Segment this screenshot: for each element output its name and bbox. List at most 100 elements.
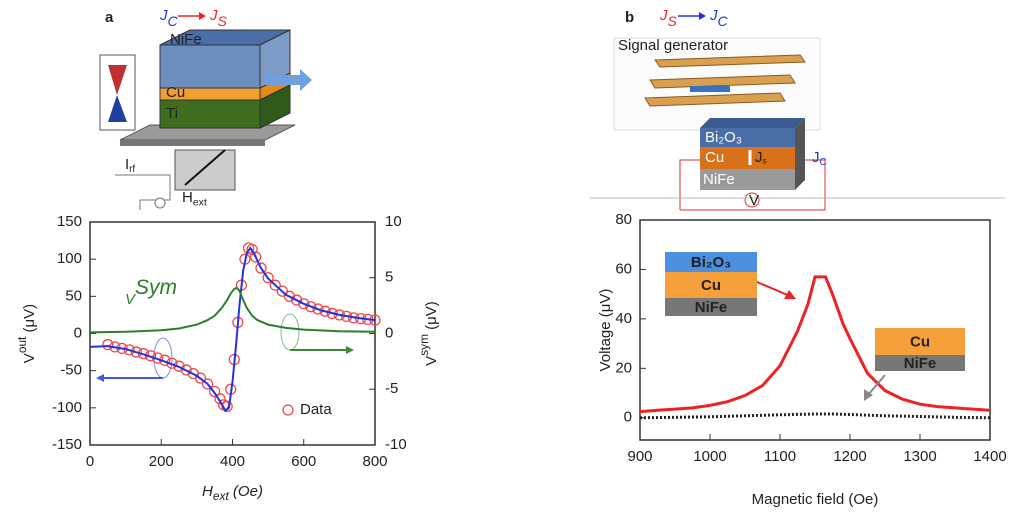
plot-frame xyxy=(89,221,376,446)
x-axis-label: Magnetic field (Oe) xyxy=(752,491,879,508)
x-tick-label: 1000 xyxy=(693,448,726,465)
inset-layer xyxy=(875,355,965,371)
text-part: I xyxy=(125,156,129,173)
text-part: out xyxy=(15,336,29,353)
data-point xyxy=(180,364,192,376)
heading-to: JS xyxy=(209,7,228,29)
data-point xyxy=(194,372,207,384)
text-part: V xyxy=(21,353,38,363)
schematic-label: NiFe xyxy=(170,31,202,48)
schematic-label: Irf xyxy=(125,156,135,175)
annotation: VSym xyxy=(125,276,177,308)
text-part: H xyxy=(202,483,213,500)
text-part: S xyxy=(218,13,228,29)
data-point xyxy=(312,303,324,315)
y2-tick-label: -5 xyxy=(385,380,398,397)
schematic-label: Ti xyxy=(166,105,178,122)
text-part: J xyxy=(659,7,668,24)
data-point xyxy=(283,290,296,302)
text-part: (μV) xyxy=(423,301,440,334)
text-part: s xyxy=(763,156,767,166)
text-part: (Oe) xyxy=(229,483,263,500)
series-line xyxy=(639,412,991,420)
heading-from: JS xyxy=(659,7,678,29)
legend-label: Data xyxy=(300,401,332,418)
text-part: J xyxy=(709,7,718,24)
text-part: V xyxy=(125,291,137,308)
text-part: H xyxy=(182,189,193,206)
data-point xyxy=(214,393,226,405)
heading-arrowhead xyxy=(199,12,206,20)
x-tick-label: 400 xyxy=(220,453,245,470)
panel-label: a xyxy=(105,9,114,26)
schematic-label: Cu xyxy=(166,84,185,101)
x-tick-label: 1200 xyxy=(833,448,866,465)
y-tick-label: 50 xyxy=(65,287,82,304)
y-tick-label: 150 xyxy=(57,213,82,230)
data-point xyxy=(173,360,185,372)
text-part: J xyxy=(159,7,168,24)
schematic-label: JC xyxy=(812,149,827,168)
inset-arrow xyxy=(756,281,791,297)
data-point xyxy=(269,279,281,291)
text-part: J xyxy=(209,7,218,24)
y-tick-label: 0 xyxy=(624,409,632,426)
inset-arrow xyxy=(867,374,886,396)
y-tick-label: 100 xyxy=(57,250,82,267)
x-axis-label: Hext (Oe) xyxy=(202,483,263,503)
x-tick-label: 1300 xyxy=(903,448,936,465)
inset-layer xyxy=(665,272,757,298)
y-tick-label: -150 xyxy=(52,436,82,453)
schematic-label: NiFe xyxy=(703,171,735,188)
y-tick-label: -50 xyxy=(60,362,82,379)
x-tick-label: 600 xyxy=(291,453,316,470)
y-axis-label: Vout (μV) xyxy=(15,304,38,363)
text-part: ext xyxy=(213,489,230,503)
inset-layer xyxy=(665,298,757,316)
y2-tick-label: 5 xyxy=(385,269,393,286)
data-point xyxy=(102,338,114,351)
data-point xyxy=(201,378,214,390)
schematic-label: Signal generator xyxy=(618,37,728,54)
y-tick-label: 40 xyxy=(615,310,632,327)
heading-to: JC xyxy=(709,7,729,29)
y-tick-label: 80 xyxy=(615,211,632,228)
y-tick-label: 0 xyxy=(74,324,82,341)
legend-marker xyxy=(282,404,294,416)
data-point xyxy=(305,301,317,313)
schematic-a xyxy=(99,29,312,210)
plot-frame xyxy=(639,219,991,441)
text-part: ext xyxy=(193,196,207,208)
data-point xyxy=(298,298,310,310)
text-part: S xyxy=(668,13,678,29)
schematic-label: Bi₂O₃ xyxy=(705,129,742,146)
text-part: sym xyxy=(417,334,431,356)
series-line xyxy=(89,246,376,413)
y-tick-label: 60 xyxy=(615,260,632,277)
text-part: C xyxy=(718,13,729,29)
inset-layer xyxy=(665,252,757,272)
inset-label: NiFe xyxy=(904,355,937,372)
schematic-b xyxy=(590,37,1005,211)
y-axis-label: Voltage (μV) xyxy=(597,289,614,372)
data-point xyxy=(290,294,303,306)
data-point xyxy=(130,346,142,358)
text-part: Sym xyxy=(135,276,177,299)
heading-from: JC xyxy=(159,7,179,29)
schematic-label: Js xyxy=(755,149,767,166)
text-part: (μV) xyxy=(21,304,38,337)
schematic-label: Cu xyxy=(705,149,724,166)
inset-label: NiFe xyxy=(695,299,728,316)
x-tick-label: 800 xyxy=(362,453,387,470)
heading-arrowhead xyxy=(699,12,706,20)
data-point xyxy=(250,251,262,263)
inset-arrowhead xyxy=(784,290,796,299)
data-point xyxy=(246,243,258,256)
y-tick-label: -100 xyxy=(52,399,82,416)
y2-axis-label: Vsym (μV) xyxy=(417,301,440,366)
x-tick-label: 1100 xyxy=(764,448,796,465)
data-point xyxy=(255,262,267,274)
inset-label: Cu xyxy=(910,333,930,350)
text-part: C xyxy=(820,157,827,168)
